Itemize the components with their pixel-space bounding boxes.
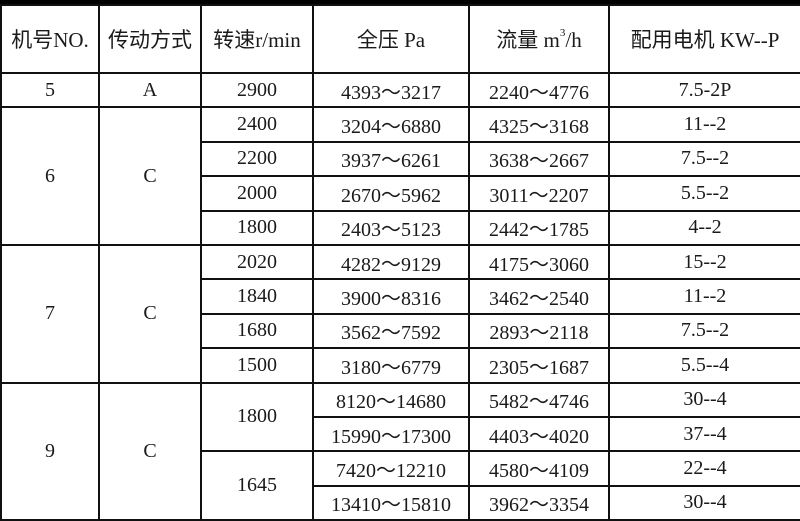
header-drive: 传动方式 [98,4,202,74]
header-flow-prefix: 流量 m [496,28,560,52]
header-no: 机号NO. [0,4,100,74]
pressure-cell: 4393～3217 [312,71,470,109]
flow-cell: 5482～4746 [468,381,610,418]
table-row: 2200 3937～6261 3638～2667 7.5--2 [1,140,800,178]
machine-no-cell: 6 [0,106,100,246]
table-row: 9 C 1800 8120～14680 5482～4746 30--4 [0,381,800,521]
speed-cell: 2400 [200,106,314,143]
pressure-cell: 13410～15810 [312,484,470,521]
header-row: 机号NO. 传动方式 转速r/min 全压 Pa 流量 m3/h 配用电机 KW… [0,4,800,74]
fan-spec-table: 机号NO. 传动方式 转速r/min 全压 Pa 流量 m3/h 配用电机 KW… [0,4,800,521]
flow-cell: 4580～4109 [468,450,610,487]
motor-cell: 7.5--2 [608,140,800,178]
motor-cell: 22--4 [608,450,800,487]
motor-cell: 11--2 [608,106,800,143]
table-row: 13410～15810 3962～3354 30--4 [1,484,800,521]
table-row: 15990～17300 4403～4020 37--4 [1,415,800,453]
flow-cell: 3638～2667 [468,140,610,178]
machine-no-cell: 9 [0,381,100,521]
speed-cell: 2020 [200,243,314,281]
drive-type-cell: A [98,71,202,109]
header-motor: 配用电机 KW--P [608,4,800,74]
speed-cell: 2900 [200,71,314,109]
pressure-cell: 3180～6779 [312,347,470,384]
pressure-cell: 15990～17300 [312,415,470,453]
pressure-cell: 2403～5123 [312,209,470,246]
motor-cell: 37--4 [608,415,800,453]
motor-cell: 30--4 [608,484,800,521]
motor-cell: 11--2 [608,278,800,315]
flow-cell: 3962～3354 [468,484,610,521]
pressure-cell: 7420～12210 [312,450,470,487]
flow-cell: 2305～1687 [468,347,610,384]
header-flow-sup: 3 [559,27,566,39]
speed-cell: 1680 [200,312,314,350]
flow-cell: 2442～1785 [468,209,610,246]
flow-cell: 4175～3060 [468,243,610,281]
table-row: 2000 2670～5962 3011～2207 5.5--2 [1,175,800,212]
speed-cell: 1840 [200,278,314,315]
flow-cell: 3462～2540 [468,278,610,315]
pressure-cell: 2670～5962 [312,175,470,212]
speed-cell: 1800 [200,209,314,246]
pressure-cell: 8120～14680 [312,381,470,418]
pressure-cell: 3562～7592 [312,312,470,350]
speed-cell: 1800 [200,381,314,453]
pressure-cell: 3204～6880 [312,106,470,143]
flow-cell: 4325～3168 [468,106,610,143]
motor-cell: 15--2 [608,243,800,281]
flow-cell: 3011～2207 [468,175,610,212]
table-row: 6 C 2400 3204～6880 4325～3168 11--2 [0,106,800,246]
drive-type-cell: C [98,106,202,246]
flow-cell: 2893～2118 [468,312,610,350]
pressure-cell: 3937～6261 [312,140,470,178]
table-row: 5 A 2900 4393～3217 2240～4776 7.5-2P [0,71,800,109]
table-row: 7 C 2020 4282～9129 4175～3060 15--2 [0,243,800,384]
machine-no-cell: 5 [0,71,100,109]
motor-cell: 30--4 [608,381,800,418]
motor-cell: 7.5-2P [608,71,800,109]
speed-cell: 1645 [200,450,314,521]
speed-cell: 2200 [200,140,314,178]
speed-cell: 2000 [200,175,314,212]
motor-cell: 5.5--2 [608,175,800,212]
table-row: 1680 3562～7592 2893～2118 7.5--2 [1,312,800,350]
drive-type-cell: C [98,243,202,384]
speed-cell: 1500 [200,347,314,384]
table-body: 5 A 2900 4393～3217 2240～4776 7.5-2P 6 C 2400 3204… [0,71,800,521]
table-row: 1800 2403～5123 2442～1785 4--2 [1,209,800,246]
motor-cell: 4--2 [608,209,800,246]
header-flow: 流量 m3/h [468,4,610,74]
drive-type-cell: C [98,381,202,521]
table-row: 1500 3180～6779 2305～1687 5.5--4 [1,347,800,384]
header-pressure: 全压 Pa [312,4,470,74]
flow-cell: 2240～4776 [468,71,610,109]
table-row: 1645 7420～12210 4580～4109 22--4 [1,450,800,521]
pressure-cell: 3900～8316 [312,278,470,315]
motor-cell: 5.5--4 [608,347,800,384]
header-speed: 转速r/min [200,4,314,74]
motor-cell: 7.5--2 [608,312,800,350]
header-flow-suffix: /h [565,28,582,52]
table-row: 1840 3900～8316 3462～2540 11--2 [1,278,800,315]
flow-cell: 4403～4020 [468,415,610,453]
pressure-cell: 4282～9129 [312,243,470,281]
machine-no-cell: 7 [0,243,100,384]
